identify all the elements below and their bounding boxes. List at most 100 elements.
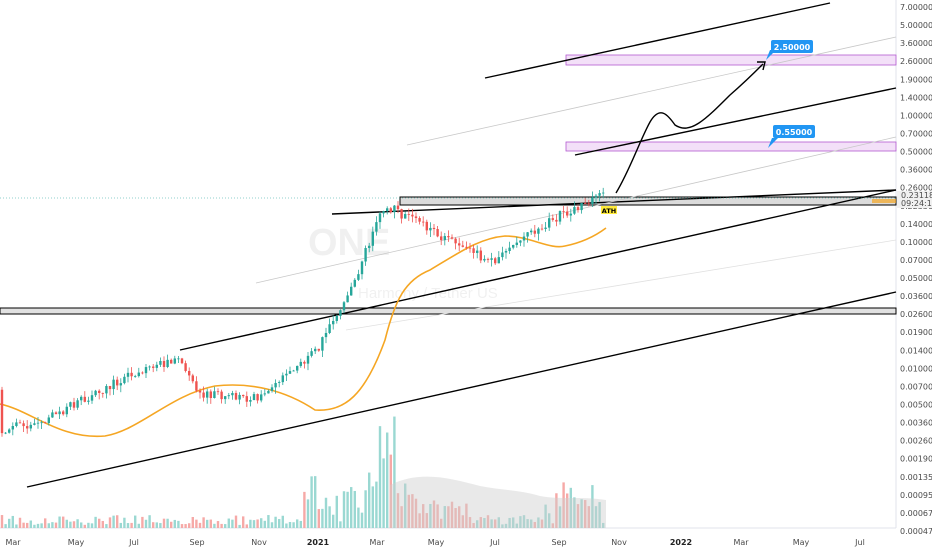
candle-body	[386, 208, 389, 212]
volume-bar	[602, 522, 605, 528]
price-tick: 0.14000	[900, 220, 932, 229]
volume-bar	[497, 517, 500, 528]
candle-body	[504, 250, 508, 253]
volume-bar	[346, 491, 349, 528]
candle-body	[281, 375, 284, 383]
target-label-0-55-text: 0.55000	[776, 128, 813, 137]
volume-bar	[119, 522, 122, 528]
candle-body	[256, 394, 259, 401]
ma-price-marker	[872, 199, 896, 203]
volume-bar	[134, 515, 137, 528]
candle-body	[447, 236, 450, 238]
volume-bar	[87, 522, 90, 528]
volume-bar	[479, 517, 482, 528]
price-tick: 0.01400	[900, 346, 932, 355]
candle-body	[198, 390, 202, 393]
candle-body	[0, 389, 4, 434]
volume-bar	[281, 515, 284, 528]
candle-body	[202, 392, 205, 398]
price-tick: 0.70000	[900, 129, 932, 138]
volume-bar	[573, 497, 576, 528]
candle-body	[33, 423, 36, 425]
volume-bar	[443, 506, 446, 528]
volume-bar	[105, 524, 108, 528]
volume-bar	[108, 517, 112, 528]
candle-body	[472, 248, 475, 253]
candle-body	[134, 376, 137, 377]
candle-body	[267, 390, 270, 394]
candle-body	[94, 390, 97, 396]
volume-bar	[177, 520, 180, 528]
candle-body	[162, 361, 166, 367]
time-tick: Jul	[854, 538, 865, 547]
volume-bar	[400, 506, 403, 528]
candle-body	[414, 216, 418, 219]
volume-bar	[299, 520, 302, 528]
time-axis: Mar May Jul Sep Nov 2021 Mar May Jul Sep Nov 2022 Ma…	[5, 538, 864, 547]
candle-body	[418, 218, 421, 222]
candle-body	[213, 391, 216, 399]
time-tick: May	[68, 538, 85, 547]
target-zone-0-55	[565, 141, 897, 152]
candle-body	[112, 379, 115, 390]
volume-bar	[47, 523, 50, 528]
candle-body	[238, 394, 241, 400]
volume-bar	[450, 501, 454, 528]
candle-body	[101, 392, 104, 394]
candle-body	[191, 375, 194, 382]
volume-bar	[94, 516, 97, 528]
price-tick: 0.00095	[900, 491, 932, 500]
volume-bar	[562, 482, 565, 528]
candle-body	[544, 227, 547, 229]
volume-bar	[206, 519, 209, 528]
candle-body	[173, 358, 176, 364]
volume-bar	[274, 516, 277, 528]
volume-bar	[101, 520, 104, 528]
trendlines	[26, 2, 897, 488]
time-tick: 2021	[307, 538, 330, 547]
volume-bar	[112, 515, 115, 528]
ath-label-box	[601, 206, 617, 214]
volume-bar	[414, 498, 418, 528]
candle-body	[26, 426, 29, 429]
price-tick: 0.07000	[900, 256, 932, 265]
price-tick: 5.00000	[900, 21, 932, 30]
volume-bar	[418, 513, 421, 528]
candle-body	[317, 348, 320, 351]
volume-bar	[191, 517, 194, 528]
candle-body	[508, 247, 511, 251]
volume-bar	[404, 483, 407, 528]
candle-body	[497, 257, 500, 264]
volume-bar	[238, 524, 241, 528]
time-tick: Sep	[189, 538, 204, 547]
time-tick: May	[793, 538, 810, 547]
candle-body	[458, 243, 461, 246]
candle-body	[360, 261, 364, 275]
volume-bar	[360, 512, 364, 528]
volume-bar	[501, 524, 504, 528]
price-tick: 2.60000	[900, 57, 932, 66]
volume-bar	[202, 517, 205, 528]
volume-bar	[306, 499, 310, 528]
candle-body	[18, 422, 22, 424]
volume-bar	[252, 520, 256, 528]
candle-body	[335, 316, 338, 321]
volume-bar	[292, 522, 295, 528]
candle-body	[119, 383, 122, 386]
candle-body	[292, 370, 295, 372]
candle-body	[407, 214, 410, 215]
target-label-2-5: 2.50000	[766, 40, 813, 60]
candle-body	[396, 205, 400, 210]
candle-body	[116, 379, 119, 386]
volume-bar	[321, 508, 324, 528]
candle-body	[288, 371, 292, 374]
candle-body	[15, 422, 18, 427]
candle-body	[130, 372, 133, 377]
price-tick: 0.00190	[900, 455, 932, 464]
volume-bar	[76, 519, 79, 528]
candle-body	[425, 221, 428, 231]
candle-body	[562, 211, 565, 212]
target-label-0-55-pointer	[768, 138, 778, 148]
time-tick: Mar	[369, 538, 385, 547]
candle-body	[314, 348, 317, 352]
